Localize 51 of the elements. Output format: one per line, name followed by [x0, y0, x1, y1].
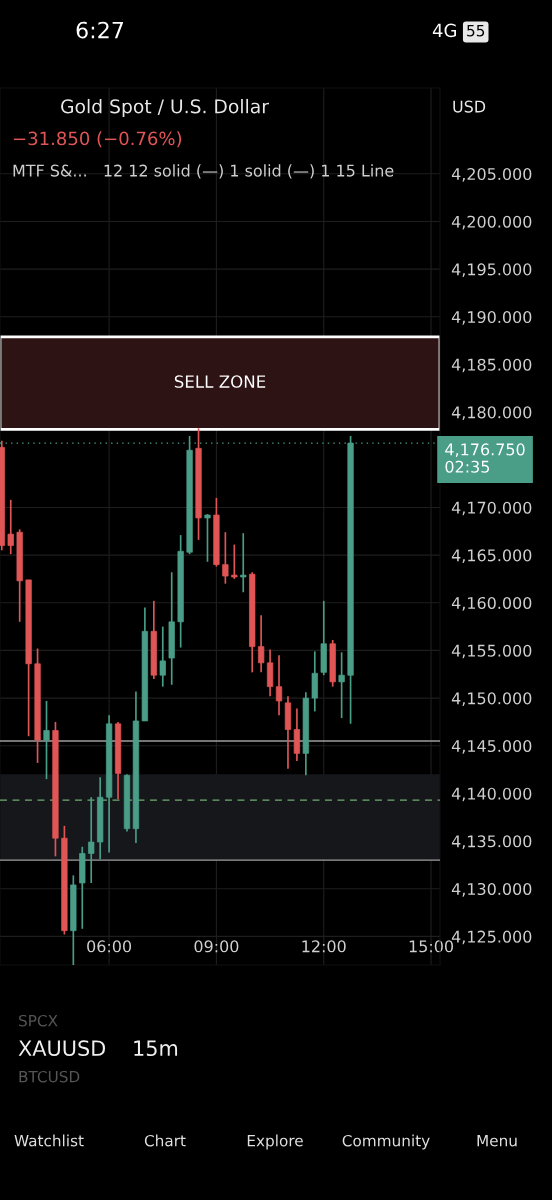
candlestick	[7, 498, 14, 555]
x-tick-label: 12:00	[302, 940, 346, 953]
y-tick-label: 4,170.000	[451, 501, 532, 516]
y-tick-label: 4,165.000	[451, 549, 532, 564]
candlestick	[88, 796, 95, 884]
y-tick-label: 4,195.000	[451, 263, 532, 278]
y-tick-label: 4,160.000	[451, 596, 532, 611]
text: SPCX	[19, 1014, 58, 1027]
candlestick	[240, 532, 247, 594]
text: 02:35	[445, 460, 490, 473]
text: 6:27	[76, 21, 124, 39]
y-tick-label: 4,200.000	[451, 215, 532, 230]
text: Gold Spot / U.S. Dollar	[61, 98, 269, 118]
text: XAUUSD	[18, 1040, 106, 1057]
text: Watchlist	[14, 1134, 84, 1147]
candlestick	[159, 625, 166, 688]
candlestick	[258, 614, 265, 674]
text: 55	[467, 25, 485, 37]
y-tick-label: 4,155.000	[451, 644, 532, 659]
ref-line-label: 4,176.750	[445, 443, 525, 458]
text: Explore	[247, 1134, 303, 1150]
y-tick-label: 4,185.000	[451, 358, 532, 373]
y-tick-label: 4,150.000	[451, 692, 532, 707]
text: 4G	[432, 23, 456, 38]
candlestick	[231, 543, 238, 580]
text: Menu	[477, 1135, 517, 1147]
y-tick-label: 4,180.000	[451, 406, 532, 421]
x-tick-label: 15:00	[409, 940, 454, 953]
text: USD	[453, 100, 486, 113]
candlestick	[338, 651, 345, 719]
y-tick-label: 4,205.000	[451, 168, 532, 182]
y-tick-label: 4,190.000	[451, 311, 532, 325]
candlestick	[43, 700, 50, 780]
x-tick-label: 06:00	[87, 940, 132, 953]
y-tick-label: 4,135.000	[451, 835, 532, 849]
text: BTCUSD	[19, 1070, 80, 1083]
text: 15m	[134, 1040, 178, 1057]
candlestick	[204, 513, 211, 563]
candlestick	[266, 648, 274, 698]
candlestick	[275, 654, 283, 717]
y-tick-label: 4,145.000	[451, 739, 532, 754]
text: Community	[342, 1134, 430, 1150]
y-tick-label: 4,140.000	[451, 787, 532, 802]
candlestick	[222, 531, 229, 585]
text: −31.850 (−0.76%)	[13, 131, 182, 148]
annotation: MTF S&... 12 12 solid (—) 1 solid (—) 1 15 Line	[13, 164, 394, 179]
band-label: SELL ZONE	[174, 375, 266, 388]
x-tick-label: 09:00	[194, 940, 239, 953]
candlestick	[293, 707, 301, 762]
text: Chart	[144, 1134, 186, 1147]
y-tick-label: 4,130.000	[451, 882, 532, 897]
